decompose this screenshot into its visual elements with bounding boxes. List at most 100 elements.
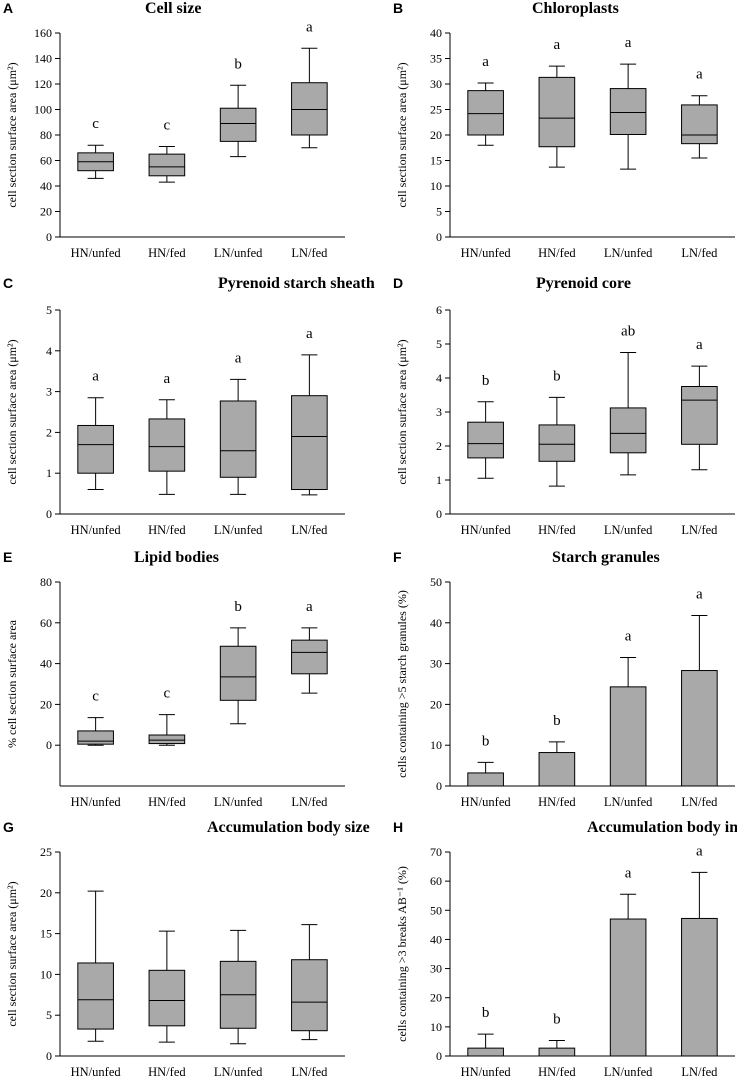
panel-letter: C — [3, 275, 13, 291]
significance-letter: b — [553, 368, 561, 384]
significance-letter: a — [625, 628, 632, 644]
box-4 — [291, 924, 328, 1041]
y-tick-label: 40 — [40, 657, 52, 671]
chart-title: Cell size — [145, 0, 201, 17]
chart-title: Pyrenoid core — [536, 275, 631, 292]
y-tick-label: 10 — [40, 967, 52, 981]
x-tick-label: HN/unfed — [71, 246, 122, 260]
y-tick-label: 50 — [430, 903, 442, 917]
box-4 — [681, 365, 718, 471]
y-tick-label: 2 — [436, 439, 442, 453]
y-tick-label: 5 — [46, 1008, 52, 1022]
y-tick-label: 20 — [40, 205, 52, 219]
box-3 — [609, 63, 647, 170]
box-2 — [538, 396, 576, 487]
chart-title: Accumulation body integrity — [587, 819, 737, 836]
significance-letter: a — [625, 865, 632, 881]
y-tick-label: 70 — [430, 845, 442, 859]
y-tick-label: 140 — [34, 52, 52, 66]
significance-letter: a — [306, 19, 313, 35]
bar-1 — [467, 772, 504, 787]
bar-3 — [609, 918, 647, 1057]
y-tick-label: 60 — [40, 154, 52, 168]
y-tick-label: 120 — [34, 77, 52, 91]
chart-title: Accumulation body size — [207, 819, 370, 836]
y-tick-label: 5 — [436, 337, 442, 351]
box-body — [291, 639, 328, 675]
x-tick-label: HN/unfed — [461, 1065, 512, 1079]
x-tick-label: LN/fed — [291, 795, 328, 809]
box-3 — [219, 627, 257, 725]
significance-letter: a — [554, 37, 561, 53]
y-tick-label: 30 — [430, 962, 442, 976]
box-body — [609, 407, 647, 454]
significance-letter: b — [553, 713, 561, 729]
box-body — [77, 962, 114, 1030]
x-tick-label: HN/unfed — [71, 795, 122, 809]
x-tick-label: HN/fed — [538, 1065, 576, 1079]
y-tick-label: 4 — [46, 344, 52, 358]
y-tick-label: 0 — [46, 1049, 52, 1063]
significance-letter: b — [234, 56, 242, 72]
box-body — [148, 418, 186, 472]
y-tick-label: 1 — [436, 473, 442, 487]
y-tick-label: 40 — [430, 616, 442, 630]
box-body — [219, 107, 257, 142]
box-2 — [148, 145, 186, 183]
box-body — [77, 730, 114, 745]
box-4 — [291, 47, 328, 149]
significance-letter: a — [696, 843, 703, 859]
significance-letter: b — [234, 599, 242, 615]
x-tick-label: HN/fed — [148, 246, 186, 260]
y-tick-label: 80 — [40, 128, 52, 142]
x-tick-label: LN/unfed — [604, 1065, 653, 1079]
box-body — [219, 400, 257, 478]
y-tick-label: 6 — [436, 303, 442, 317]
y-tick-label: 5 — [436, 205, 442, 219]
y-tick-label: 25 — [40, 845, 52, 859]
y-tick-label: 10 — [430, 179, 442, 193]
y-tick-label: 0 — [46, 738, 52, 752]
y-axis-label: cells containing >3 breaks AB⁻¹ (%) — [395, 866, 409, 1042]
box-3 — [219, 929, 257, 1045]
y-tick-label: 1 — [46, 466, 52, 480]
significance-letter: c — [92, 116, 99, 132]
box-body — [291, 395, 328, 491]
significance-letter: b — [482, 1005, 490, 1021]
x-tick-label: HN/fed — [538, 246, 576, 260]
y-tick-label: 3 — [46, 385, 52, 399]
y-tick-label: 0 — [436, 507, 442, 521]
x-tick-label: LN/fed — [681, 246, 718, 260]
box-3 — [219, 378, 257, 495]
x-tick-label: LN/unfed — [604, 795, 653, 809]
y-tick-label: 100 — [34, 103, 52, 117]
significance-letter: a — [482, 54, 489, 70]
y-tick-label: 0 — [46, 507, 52, 521]
bar-2 — [538, 752, 576, 787]
panel-letter: D — [393, 275, 403, 291]
y-tick-label: 20 — [40, 886, 52, 900]
box-1 — [77, 890, 114, 1042]
y-axis-label: cell section surface area (μm²) — [5, 339, 19, 484]
significance-letter: b — [553, 1012, 561, 1028]
y-tick-label: 160 — [34, 26, 52, 40]
significance-letter: a — [696, 586, 703, 602]
y-tick-label: 0 — [436, 1049, 442, 1063]
panel-letter: E — [3, 549, 12, 565]
x-tick-label: LN/unfed — [604, 523, 653, 537]
box-body — [538, 76, 576, 148]
box-body — [148, 734, 186, 745]
y-tick-label: 20 — [430, 128, 442, 142]
panel-letter: F — [393, 549, 402, 565]
box-1 — [467, 82, 504, 146]
box-body — [538, 424, 576, 462]
x-tick-label: LN/fed — [681, 795, 718, 809]
box-4 — [291, 354, 328, 496]
x-tick-label: HN/unfed — [461, 795, 512, 809]
x-tick-label: LN/fed — [681, 1065, 718, 1079]
x-tick-label: LN/fed — [291, 1065, 328, 1079]
y-tick-label: 20 — [430, 697, 442, 711]
y-axis-label: cell section surface area (μm²) — [5, 881, 19, 1026]
y-tick-label: 40 — [430, 26, 442, 40]
